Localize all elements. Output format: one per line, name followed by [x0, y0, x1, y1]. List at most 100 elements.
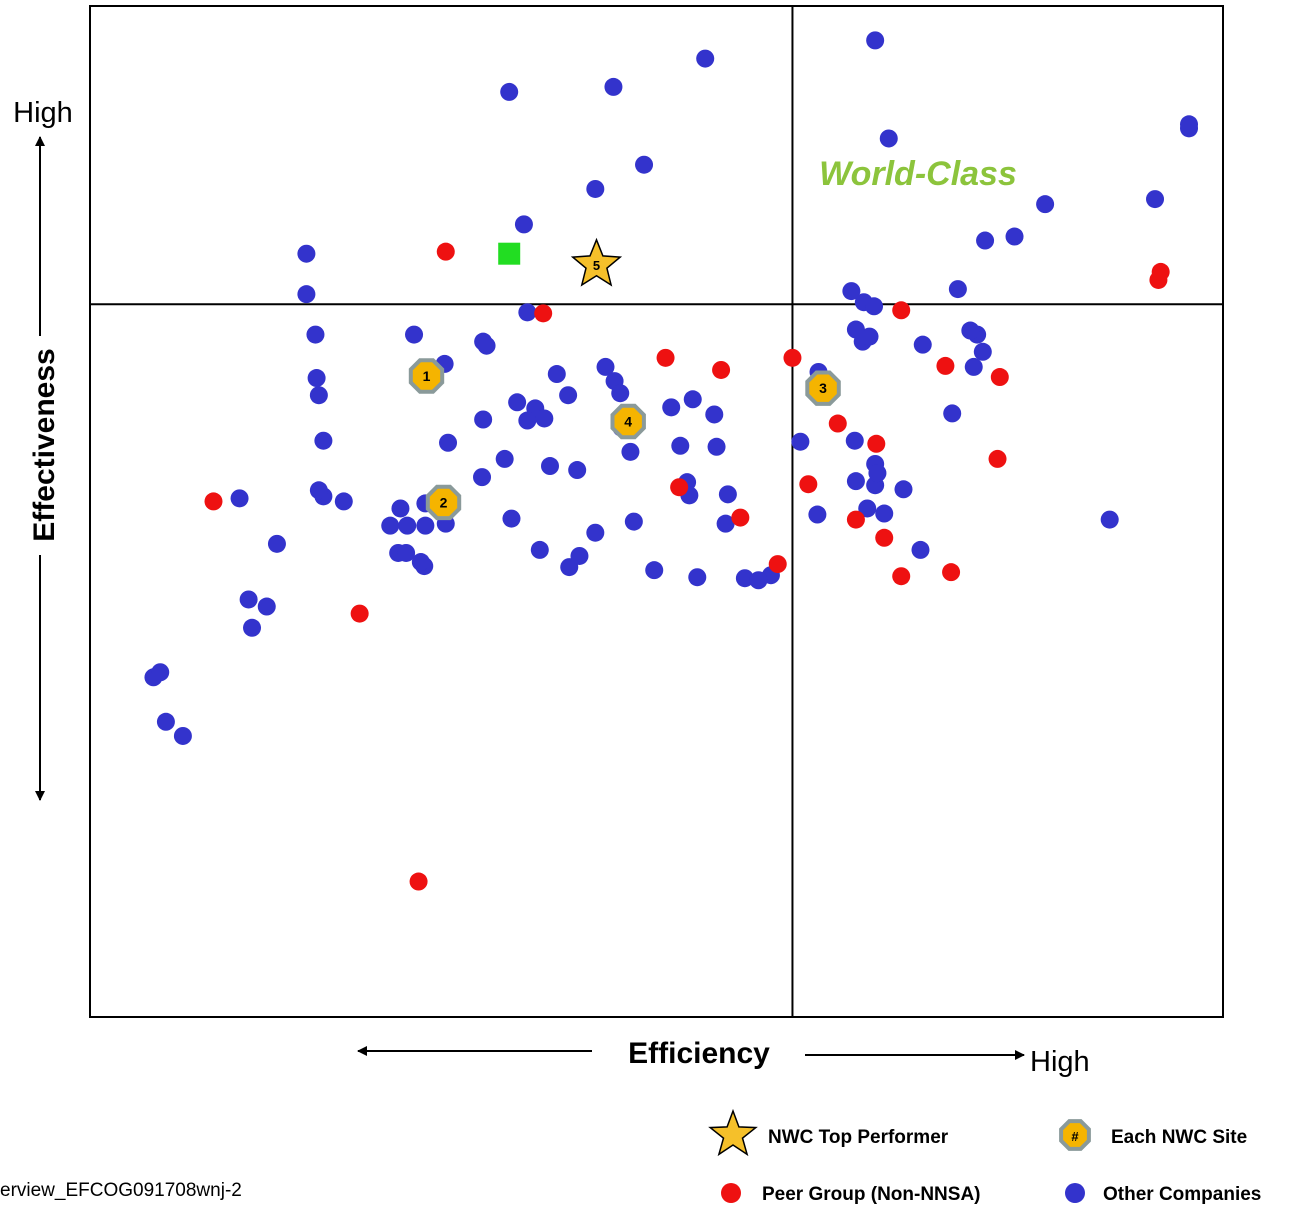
other-companies-point	[865, 297, 884, 316]
other-companies-point	[961, 321, 980, 340]
other-companies-point	[948, 280, 967, 299]
peer-group-non-nnsa-point	[892, 567, 911, 586]
peer-group-non-nnsa-point	[867, 434, 886, 453]
peer-group-non-nnsa-point	[436, 242, 455, 261]
other-companies-point	[707, 437, 726, 456]
other-companies-point	[1100, 510, 1119, 529]
other-companies-point	[473, 468, 492, 487]
nwc-site-marker	[425, 484, 462, 521]
legend-label-other-companies: Other Companies	[1103, 1184, 1261, 1205]
nwc-site-marker	[610, 403, 646, 440]
other-companies-point	[858, 499, 877, 518]
other-companies-point	[1036, 195, 1055, 214]
nwc-site-number: 1	[423, 368, 431, 384]
legend-item-peer-group: Peer Group (Non-NNSA)	[721, 1183, 981, 1205]
legend-star-marker	[708, 1108, 758, 1157]
other-companies-point	[495, 449, 514, 468]
other-companies-point	[559, 386, 578, 405]
peer-group-non-nnsa-point	[783, 348, 802, 367]
other-companies-point	[309, 386, 328, 405]
peer-group-non-nnsa-point	[534, 304, 553, 323]
other-companies-point	[645, 561, 664, 580]
other-companies-point	[381, 516, 400, 535]
other-companies-point	[604, 77, 623, 96]
other-companies-point	[943, 404, 962, 423]
other-companies-point	[151, 663, 170, 682]
other-companies-point	[624, 512, 643, 531]
other-companies-point	[846, 320, 865, 339]
other-companies-point	[911, 540, 930, 559]
other-companies-point	[976, 231, 995, 250]
legend-octagon-marker	[1059, 1119, 1091, 1151]
nwc-site-number: 3	[819, 380, 827, 396]
peer-group-non-nnsa-point	[942, 563, 961, 582]
other-companies-point	[913, 335, 932, 354]
other-companies-point	[306, 325, 325, 344]
other-companies-point	[309, 481, 328, 500]
nwc-site-marker	[408, 358, 445, 394]
other-companies-point	[621, 442, 640, 461]
peer-group-non-nnsa-point	[670, 478, 689, 497]
quadrant-label-world-class: World-Class	[819, 155, 1017, 193]
other-companies-point	[477, 336, 496, 355]
other-companies-point	[1146, 190, 1165, 209]
peer-group-non-nnsa-point	[936, 356, 955, 375]
highlight-square-point	[498, 242, 521, 265]
other-companies-point	[230, 489, 249, 508]
other-companies-point	[547, 365, 566, 384]
other-companies-point	[705, 405, 724, 424]
other-companies-point	[791, 432, 810, 451]
other-companies-point	[586, 179, 605, 198]
other-companies-point	[611, 384, 630, 403]
other-companies-point	[416, 516, 435, 535]
legend-blue-dot-marker	[1065, 1183, 1085, 1203]
other-companies-point	[297, 244, 316, 263]
peer-group-non-nnsa-point	[712, 360, 731, 379]
peer-group-non-nnsa-point	[409, 872, 428, 891]
other-companies-point	[518, 303, 537, 322]
peer-group-non-nnsa-point	[204, 492, 223, 511]
peer-group-non-nnsa-point	[875, 528, 894, 547]
other-companies-point	[688, 568, 707, 587]
other-companies-point	[411, 553, 430, 572]
other-companies-point	[860, 327, 879, 346]
other-companies-point	[716, 514, 735, 533]
peer-group-non-nnsa-point	[990, 368, 1009, 387]
other-companies-point	[397, 543, 416, 562]
legend-item-other-companies: Other Companies	[1065, 1183, 1261, 1205]
other-companies-point	[735, 569, 754, 588]
other-companies-point	[964, 357, 983, 376]
other-companies-point	[749, 571, 768, 590]
legend-label-nwc-site: Each NWC Site	[1111, 1127, 1247, 1148]
other-companies-point	[842, 282, 861, 301]
plot-frame	[89, 5, 1224, 1018]
peer-group-non-nnsa-point	[350, 604, 369, 623]
peer-group-non-nnsa-point	[846, 510, 865, 529]
top-performer-number: 5	[593, 258, 600, 273]
other-companies-point	[508, 393, 527, 412]
other-companies-point	[474, 410, 493, 429]
other-companies-point	[500, 82, 519, 101]
other-companies-point	[718, 485, 737, 504]
other-companies-point	[173, 726, 192, 745]
other-companies-point	[314, 431, 333, 450]
other-companies-point	[530, 540, 549, 559]
other-companies-point	[846, 472, 865, 491]
other-companies-point	[879, 129, 898, 148]
other-companies-point	[894, 480, 913, 499]
peer-group-non-nnsa-point	[892, 301, 911, 320]
other-companies-point	[540, 457, 559, 476]
other-companies-point	[696, 49, 715, 68]
y-axis-label: Effectiveness	[28, 348, 61, 541]
legend-item-top-performer: NWC Top Performer	[708, 1108, 949, 1157]
other-companies-point	[257, 597, 276, 616]
other-companies-point	[307, 369, 326, 388]
other-companies-point	[635, 155, 654, 174]
other-companies-point	[568, 461, 587, 480]
other-companies-point	[439, 433, 458, 452]
other-companies-point	[239, 590, 258, 609]
peer-group-non-nnsa-point	[799, 475, 818, 494]
peer-group-non-nnsa-point	[731, 508, 750, 527]
other-companies-point	[662, 398, 681, 417]
footer-note: erview_EFCOG091708wnj-2	[0, 1180, 242, 1201]
